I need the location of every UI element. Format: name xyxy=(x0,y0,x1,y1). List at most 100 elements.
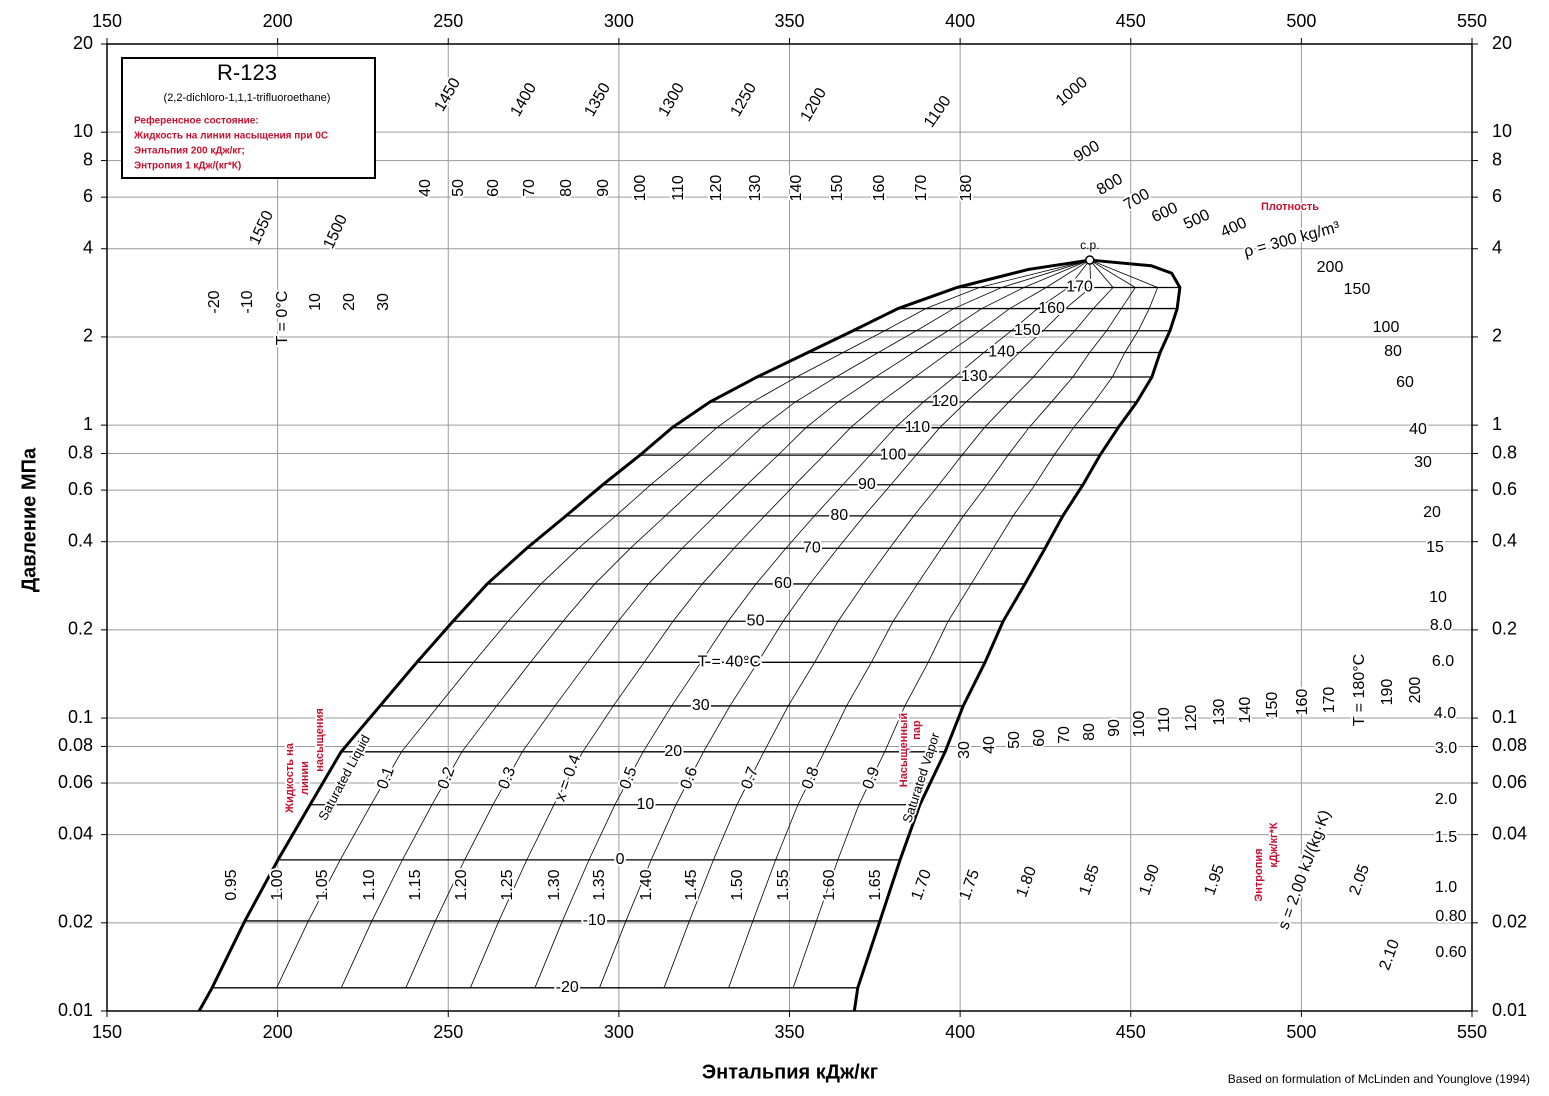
isochore-label: 100 xyxy=(1373,319,1400,336)
isotherm-label: 40 xyxy=(417,179,434,197)
isotherm-label: 160 xyxy=(1294,689,1311,716)
isochore-label: 6.0 xyxy=(1432,653,1454,670)
y-tick-label: 0.01 xyxy=(1492,1000,1527,1020)
isotherm-label: 30 xyxy=(375,293,392,311)
y-tick-label: 0.8 xyxy=(1492,442,1517,462)
isotherm-label: 140 xyxy=(988,344,1015,361)
reference-note: Жидкость на линии насыщения при 0С xyxy=(133,131,328,142)
isentrope-label: 1.65 xyxy=(867,869,884,900)
isotherm-label: 130 xyxy=(1211,699,1228,726)
y-tick-label: 6 xyxy=(83,186,93,206)
annotation: кДж/кг*К xyxy=(1268,822,1280,868)
y-tick-label: 1 xyxy=(1492,414,1502,434)
y-tick-label: 0.1 xyxy=(1492,707,1517,727)
y-tick-label: 0.01 xyxy=(58,1000,93,1020)
isentrope-label: 0.95 xyxy=(223,869,240,900)
isochore-label: 20 xyxy=(1423,504,1441,521)
isochore-label: 0.60 xyxy=(1435,944,1466,961)
isochore-label: 0.80 xyxy=(1435,908,1466,925)
isotherm-label: 60 xyxy=(1031,729,1048,747)
reference-note: Референсное состояние: xyxy=(134,115,259,127)
isentrope-label: 1.40 xyxy=(638,869,655,900)
chart-subtitle: (2,2-dichloro-1,1,1-trifluoroethane) xyxy=(164,92,331,104)
isochore-label: 60 xyxy=(1396,374,1414,391)
isochore-label: 40 xyxy=(1409,421,1427,438)
y-tick-label: 4 xyxy=(1492,238,1502,258)
isochore-label: 4.0 xyxy=(1434,705,1456,722)
y-tick-label: 0.2 xyxy=(1492,619,1517,639)
isentrope-label: 1.05 xyxy=(314,869,331,900)
y-tick-label: 0.4 xyxy=(68,530,93,550)
annotation: Жидкость на xyxy=(284,742,296,814)
x-tick-label: 200 xyxy=(263,1022,293,1042)
isotherm-label: 20 xyxy=(341,293,358,311)
isentrope-label: 1.30 xyxy=(546,869,563,900)
plot-frame xyxy=(106,43,1473,1012)
y-tick-label: 2 xyxy=(83,326,93,346)
isochore-label: 200 xyxy=(1317,259,1344,276)
isotherm-label: 70 xyxy=(803,539,821,556)
y-tick-label: 8 xyxy=(83,149,93,169)
isochore-label: 3.0 xyxy=(1435,740,1457,757)
y-tick-label: 0.08 xyxy=(58,735,93,755)
isochore-label: 1.0 xyxy=(1435,879,1457,896)
x-axis-label: Энтальпия кДж/кг xyxy=(702,1061,878,1083)
isotherm-label: 90 xyxy=(858,476,876,493)
isotherm-label: 80 xyxy=(830,507,848,524)
y-tick-label: 1 xyxy=(83,414,93,434)
isentrope-label: 1.00 xyxy=(269,869,286,900)
x-tick-label: 350 xyxy=(774,11,804,31)
isotherm-label: 200 xyxy=(1407,677,1424,704)
y-tick-label: 0.8 xyxy=(68,442,93,462)
isochore-label: 8.0 xyxy=(1430,617,1452,634)
isochore-label: 1.5 xyxy=(1435,829,1457,846)
isochore-label: 2.0 xyxy=(1435,791,1457,808)
isotherm-label: 30 xyxy=(956,741,973,759)
isotherm-label: 140 xyxy=(788,175,805,202)
isochore-label: 10 xyxy=(1429,589,1447,606)
y-tick-label: 0.08 xyxy=(1492,735,1527,755)
annotation: насыщения xyxy=(314,708,326,772)
x-tick-label: 450 xyxy=(1116,1022,1146,1042)
isochore-label: 150 xyxy=(1344,281,1371,298)
isotherm-label: 140 xyxy=(1237,697,1254,724)
isotherm-label: T = 180°C xyxy=(1351,654,1368,726)
y-tick-label: 4 xyxy=(83,238,93,258)
isotherm-label: 10 xyxy=(637,796,655,813)
annotation: Энтропия xyxy=(1253,848,1265,901)
isotherm-label: 110 xyxy=(1156,707,1173,733)
annotation: пар xyxy=(911,720,923,740)
isotherm-label: 170 xyxy=(913,175,930,202)
isotherm-label: 150 xyxy=(829,175,846,202)
isotherm-label: 110 xyxy=(905,419,931,436)
reference-note: Энтальпия 200 кДж/кг; xyxy=(134,146,245,157)
x-tick-label: 300 xyxy=(604,1022,634,1042)
x-tick-label: 550 xyxy=(1457,11,1487,31)
x-tick-label: 450 xyxy=(1116,11,1146,31)
isentrope-label: 1.50 xyxy=(729,869,746,900)
reference-note: Энтропия 1 кДж/(кг*К) xyxy=(134,161,241,172)
isentrope-label: 1.20 xyxy=(453,869,470,900)
x-tick-label: 300 xyxy=(604,11,634,31)
isotherm-label: 110 xyxy=(670,175,687,201)
isotherm-label: 70 xyxy=(1056,726,1073,744)
x-tick-label: 150 xyxy=(92,11,122,31)
x-tick-label: 400 xyxy=(945,11,975,31)
isentrope-label: 1.10 xyxy=(361,869,378,900)
isentrope-label: 1.15 xyxy=(407,869,424,900)
isotherm-label: 150 xyxy=(1264,692,1281,719)
labels: 1501502002002502503003003503504004004504… xyxy=(58,11,1527,1042)
saturation-curve xyxy=(197,258,1091,1012)
isotherm-label: 100 xyxy=(632,175,649,202)
isotherm-label: 100 xyxy=(1131,711,1148,738)
isotherm-label: 60 xyxy=(774,575,792,592)
isentrope-label: 1.55 xyxy=(775,869,792,900)
y-axis-label: Давление МПа xyxy=(18,447,40,592)
isotherm-label: 160 xyxy=(1038,300,1065,317)
isotherm-label: 10 xyxy=(307,293,324,311)
isotherm-label: 120 xyxy=(708,175,725,202)
isotherm-label: -20 xyxy=(206,290,223,313)
x-tick-label: 350 xyxy=(774,1022,804,1042)
